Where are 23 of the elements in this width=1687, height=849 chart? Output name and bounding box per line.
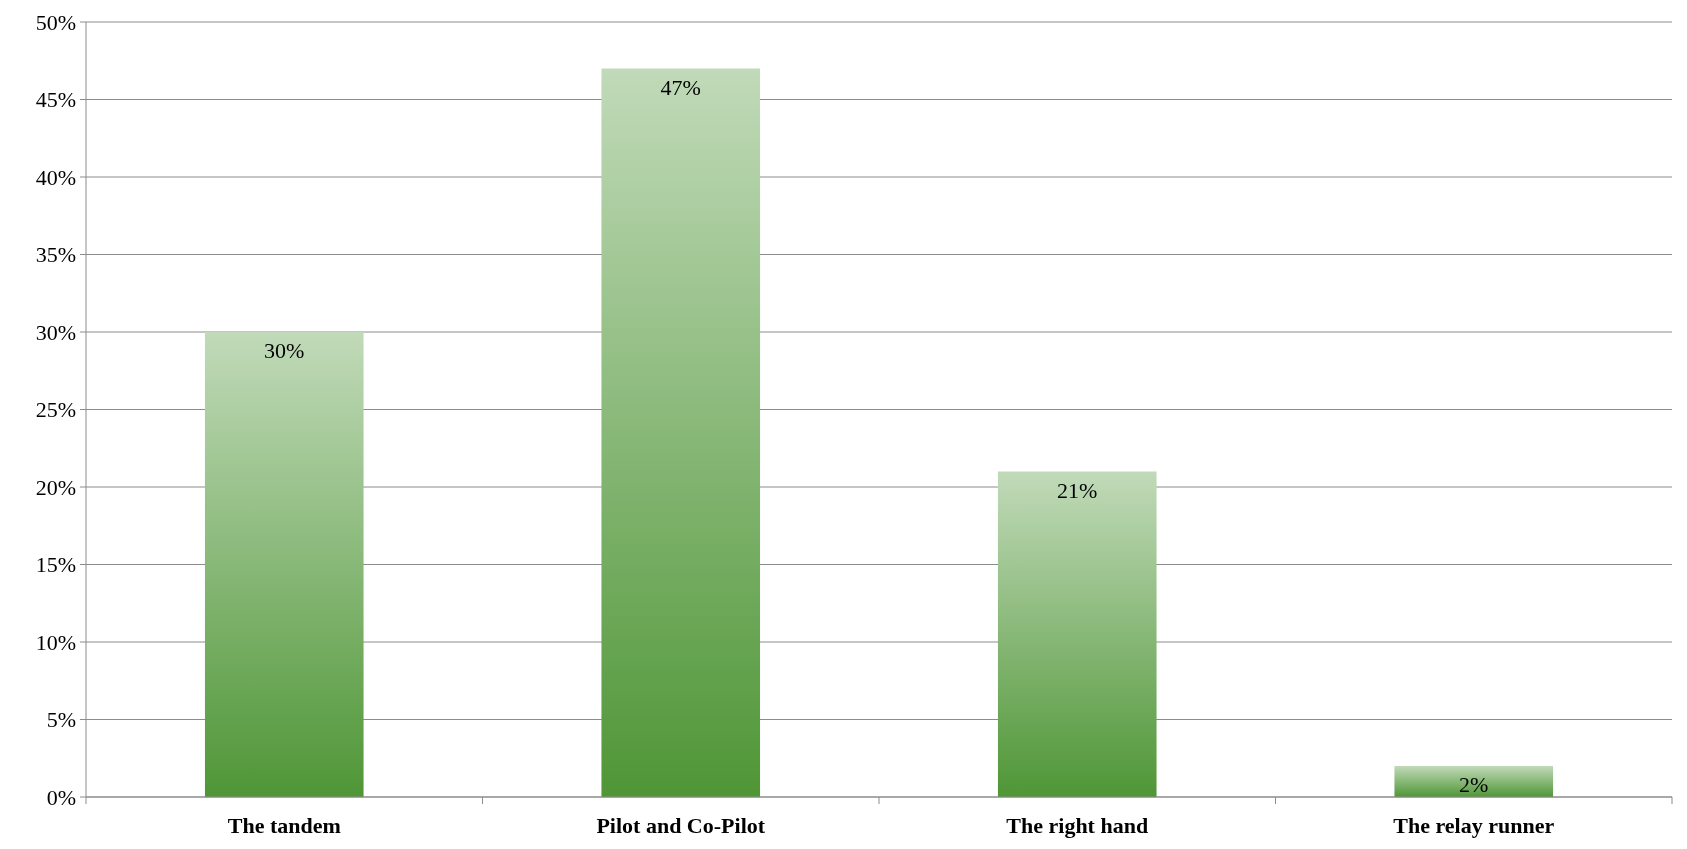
x-tick-label: Pilot and Co-Pilot — [596, 813, 766, 838]
y-tick-label: 0% — [46, 784, 76, 810]
data-label: 21% — [1057, 477, 1098, 503]
y-tick-label: 30% — [35, 319, 76, 345]
bar — [1394, 766, 1554, 797]
y-tick-label: 45% — [35, 87, 76, 113]
bar — [204, 332, 364, 797]
data-label: 47% — [660, 74, 701, 100]
y-tick-label: 25% — [35, 397, 76, 423]
y-tick-label: 50% — [35, 9, 76, 35]
y-tick-label: 15% — [35, 552, 76, 578]
x-tick-label: The tandem — [227, 813, 341, 838]
data-label: 2% — [1459, 772, 1489, 797]
y-tick-label: 20% — [35, 474, 76, 500]
data-label: 30% — [264, 338, 305, 363]
bar — [997, 471, 1157, 797]
y-tick-label: 35% — [35, 242, 76, 268]
y-tick-label: 10% — [35, 629, 76, 655]
bar — [601, 68, 761, 797]
y-tick-label: 40% — [35, 164, 76, 190]
y-tick-label: 5% — [46, 707, 76, 733]
x-tick-label: The relay runner — [1393, 813, 1555, 838]
x-tick-label: The right hand — [1006, 813, 1149, 838]
